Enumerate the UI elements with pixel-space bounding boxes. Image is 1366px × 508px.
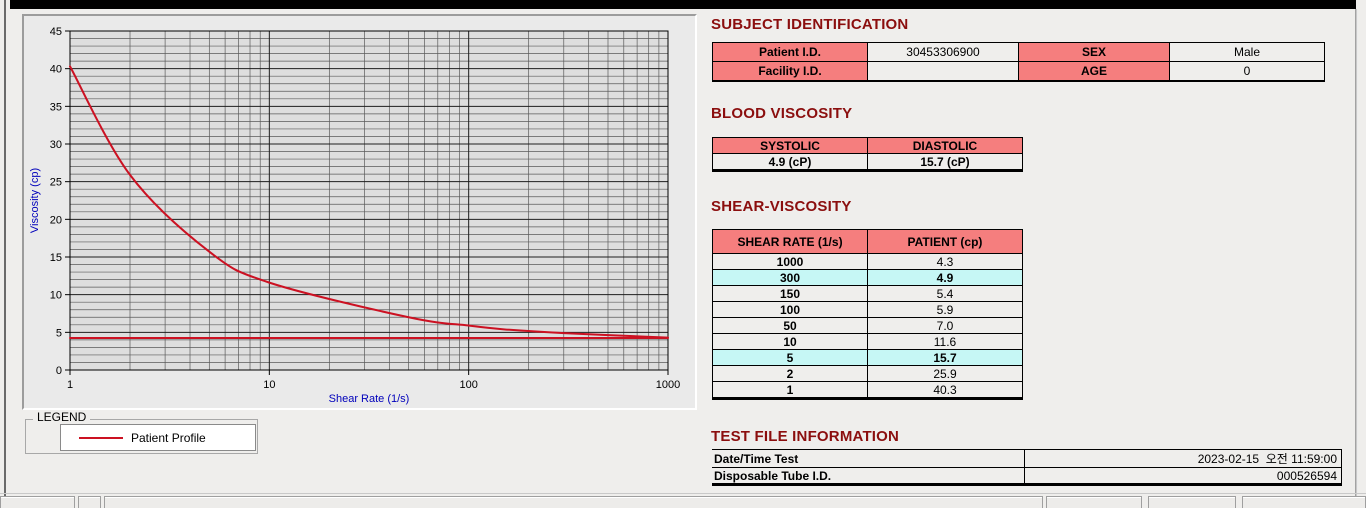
disposable-tube-id-value: 000526594: [1024, 467, 1342, 485]
table-header-row: SHEAR RATE (1/s) PATIENT (cp): [712, 229, 1023, 254]
table-row-highlighted: 5 15.7: [712, 349, 1023, 366]
legend-box: [25, 419, 258, 454]
disposable-tube-id-label: Disposable Tube I.D.: [712, 467, 1025, 485]
y-tick-label: 40: [50, 64, 62, 76]
x-tick-label: 1000: [656, 379, 680, 391]
y-tick-label: 5: [56, 327, 62, 339]
sex-value: Male: [1169, 42, 1325, 62]
patient-cp-cell: 4.3: [867, 253, 1023, 270]
bottom-button-5[interactable]: [1242, 496, 1366, 508]
patient-id-value: 30453306900: [867, 42, 1019, 62]
shear-rate-cell: 1: [712, 381, 868, 399]
y-tick-label: 25: [50, 177, 62, 189]
legend-inner-box: Patient Profile: [60, 424, 256, 451]
test-file-information-table: Date/Time Test 2023-02-15 오전 11:59:00 Di…: [712, 449, 1342, 486]
table-row: 50 7.0: [712, 317, 1023, 334]
facility-id-value: [867, 61, 1019, 82]
table-row: Disposable Tube I.D. 000526594: [712, 467, 1342, 485]
shear-rate-cell: 5: [712, 349, 868, 366]
subject-identification-title: SUBJECT IDENTIFICATION: [711, 16, 909, 33]
shear-viscosity-title: SHEAR-VISCOSITY: [711, 198, 852, 215]
y-tick-label: 35: [50, 101, 62, 113]
plot-border: [69, 30, 669, 371]
top-black-bar: [10, 0, 1356, 9]
diastolic-value: 15.7 (cP): [867, 153, 1023, 171]
patient-cp-cell: 5.4: [867, 285, 1023, 302]
age-value: 0: [1169, 61, 1325, 82]
shear-rate-cell: 150: [712, 285, 868, 302]
patient-cp-header: PATIENT (cp): [867, 229, 1023, 254]
shear-rate-cell: 50: [712, 317, 868, 334]
y-tick-label: 30: [50, 139, 62, 151]
x-tick-label: 100: [459, 379, 477, 391]
bottom-panel[interactable]: [104, 496, 1043, 508]
table-row: 150 5.4: [712, 285, 1023, 302]
table-row: SYSTOLIC DIASTOLIC: [712, 137, 1023, 154]
diastolic-header: DIASTOLIC: [867, 137, 1023, 154]
table-row: 2 25.9: [712, 365, 1023, 382]
patient-cp-cell: 7.0: [867, 317, 1023, 334]
shear-rate-header: SHEAR RATE (1/s): [712, 229, 868, 254]
table-row: 100 5.9: [712, 301, 1023, 318]
date-time-test-label: Date/Time Test: [712, 449, 1025, 468]
table-row: Facility I.D. AGE 0: [712, 61, 1325, 82]
patient-cp-cell: 5.9: [867, 301, 1023, 318]
blood-viscosity-title: BLOOD VISCOSITY: [711, 105, 853, 122]
blood-viscosity-table: SYSTOLIC DIASTOLIC 4.9 (cP) 15.7 (cP): [712, 137, 1023, 172]
viscosity-chart: 0 5 10 15 20 25 30 35 40 45 1 10 100 1000 Shear Rate (…: [29, 26, 680, 405]
y-tick-label: 0: [56, 365, 62, 377]
shear-rate-cell: 2: [712, 365, 868, 382]
shear-rate-cell: 1000: [712, 253, 868, 270]
patient-cp-cell: 4.9: [867, 269, 1023, 286]
table-row: 4.9 (cP) 15.7 (cP): [712, 153, 1023, 171]
patient-cp-cell: 25.9: [867, 365, 1023, 382]
shear-rate-cell: 300: [712, 269, 868, 286]
viscosity-chart-panel: 0 5 10 15 20 25 30 35 40 45 1 10 100 1000 Shear Rate (…: [22, 14, 697, 410]
bottom-separator: [0, 493, 1366, 494]
shear-rate-cell: 100: [712, 301, 868, 318]
x-tick-label: 10: [263, 379, 275, 391]
plot-area: [70, 31, 668, 370]
sex-label: SEX: [1018, 42, 1170, 62]
window-left-border: [4, 0, 6, 508]
table-row-highlighted: 300 4.9: [712, 269, 1023, 286]
y-tick-label: 15: [50, 252, 62, 264]
test-file-information-title: TEST FILE INFORMATION: [711, 428, 900, 445]
age-label: AGE: [1018, 61, 1170, 82]
bottom-button-1[interactable]: [0, 496, 75, 508]
y-tick-label: 10: [50, 290, 62, 302]
table-row: 10 11.6: [712, 333, 1023, 350]
legend-line-sample: [79, 436, 123, 439]
legend-box-caption: LEGEND: [33, 410, 91, 424]
y-tick-label: 45: [50, 26, 62, 38]
y-axis-title: Viscosity (cp): [29, 168, 41, 233]
shear-rate-cell: 10: [712, 333, 868, 350]
bottom-button-4[interactable]: [1148, 496, 1236, 508]
bottom-button-2[interactable]: [78, 496, 101, 508]
patient-cp-cell: 11.6: [867, 333, 1023, 350]
facility-id-label: Facility I.D.: [712, 61, 868, 82]
table-row: Date/Time Test 2023-02-15 오전 11:59:00: [712, 449, 1342, 468]
table-row: 1000 4.3: [712, 253, 1023, 270]
y-tick-label: 20: [50, 214, 62, 226]
table-row: Patient I.D. 30453306900 SEX Male: [712, 42, 1325, 62]
x-tick-label: 1: [67, 379, 73, 391]
shear-viscosity-table: SHEAR RATE (1/s) PATIENT (cp) 1000 4.3 3…: [712, 229, 1023, 400]
bottom-button-3[interactable]: [1046, 496, 1142, 508]
table-row: 1 40.3: [712, 381, 1023, 399]
subject-identification-table: Patient I.D. 30453306900 SEX Male Facili…: [712, 42, 1325, 82]
systolic-header: SYSTOLIC: [712, 137, 868, 154]
window-right-divider: [1355, 9, 1358, 508]
patient-id-label: Patient I.D.: [712, 42, 868, 62]
patient-cp-cell: 15.7: [867, 349, 1023, 366]
patient-cp-cell: 40.3: [867, 381, 1023, 399]
series-patient-profile: [69, 65, 669, 339]
legend-entry-label: Patient Profile: [131, 430, 206, 445]
systolic-value: 4.9 (cP): [712, 153, 868, 171]
date-time-test-value: 2023-02-15 오전 11:59:00: [1024, 449, 1342, 468]
x-axis-title: Shear Rate (1/s): [329, 393, 410, 405]
